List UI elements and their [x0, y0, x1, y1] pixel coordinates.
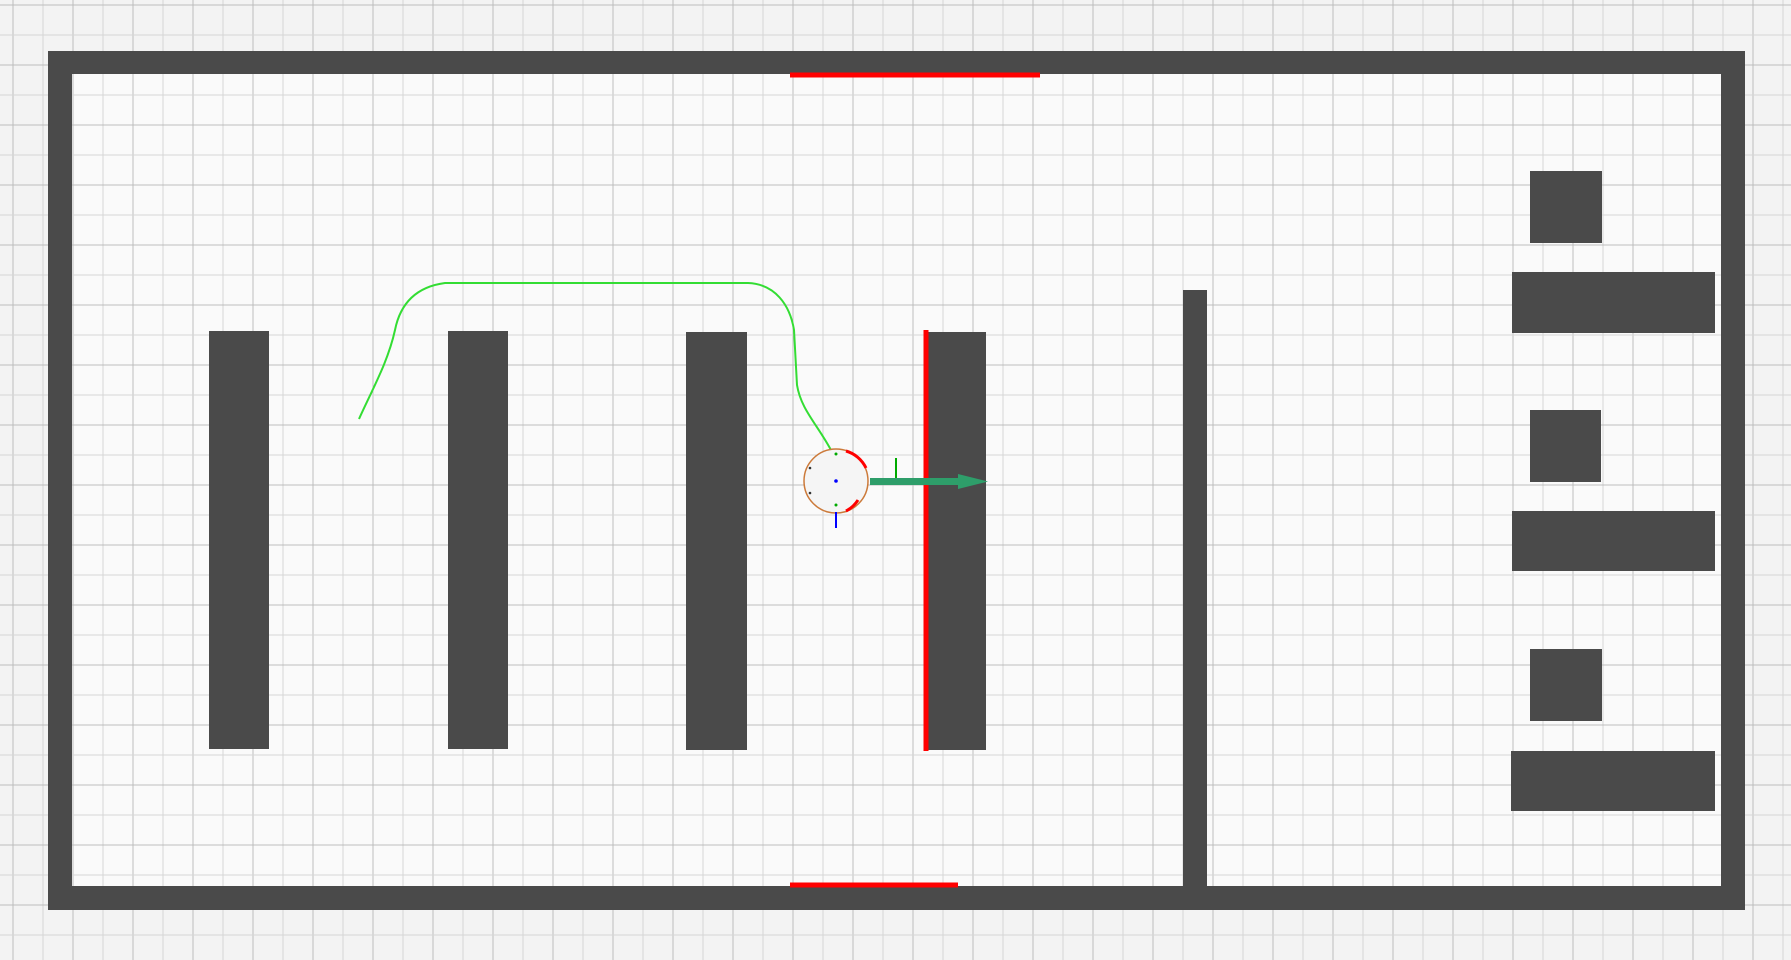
- laser-scan: [790, 72, 1040, 888]
- table-1: [1512, 272, 1715, 333]
- wheel-left-icon: [808, 466, 812, 470]
- wall-right: [1721, 51, 1745, 910]
- shelf-1: [209, 331, 269, 749]
- caster-front-icon: [834, 452, 838, 456]
- outer-walls: [48, 51, 1745, 910]
- grid-overlay-interior: [72, 74, 1721, 886]
- shelf-4: [924, 332, 986, 750]
- table-2: [1512, 511, 1715, 571]
- shelf-obstacles: [209, 331, 986, 750]
- wall-top: [48, 51, 1745, 74]
- room-obstacles: [1511, 171, 1715, 811]
- wall-left: [48, 51, 72, 910]
- caster-rear-icon: [834, 503, 838, 507]
- robot-base-icon[interactable]: [803, 448, 897, 528]
- planned-path: [358, 282, 833, 453]
- robot-center-icon: [834, 479, 838, 483]
- wall-divider: [1183, 290, 1207, 890]
- robot-scan-arc-bottom: [845, 499, 860, 513]
- table-3: [1511, 751, 1715, 811]
- goal-pose-arrow-icon[interactable]: [870, 474, 988, 489]
- robot-scan-arc-top: [845, 449, 868, 469]
- shelf-2: [448, 331, 508, 749]
- wall-bottom: [48, 886, 1745, 910]
- box-2: [1530, 410, 1601, 482]
- wheel-right-icon: [808, 491, 812, 495]
- shelf-3: [686, 332, 747, 750]
- box-1: [1530, 171, 1602, 243]
- box-3: [1530, 649, 1602, 721]
